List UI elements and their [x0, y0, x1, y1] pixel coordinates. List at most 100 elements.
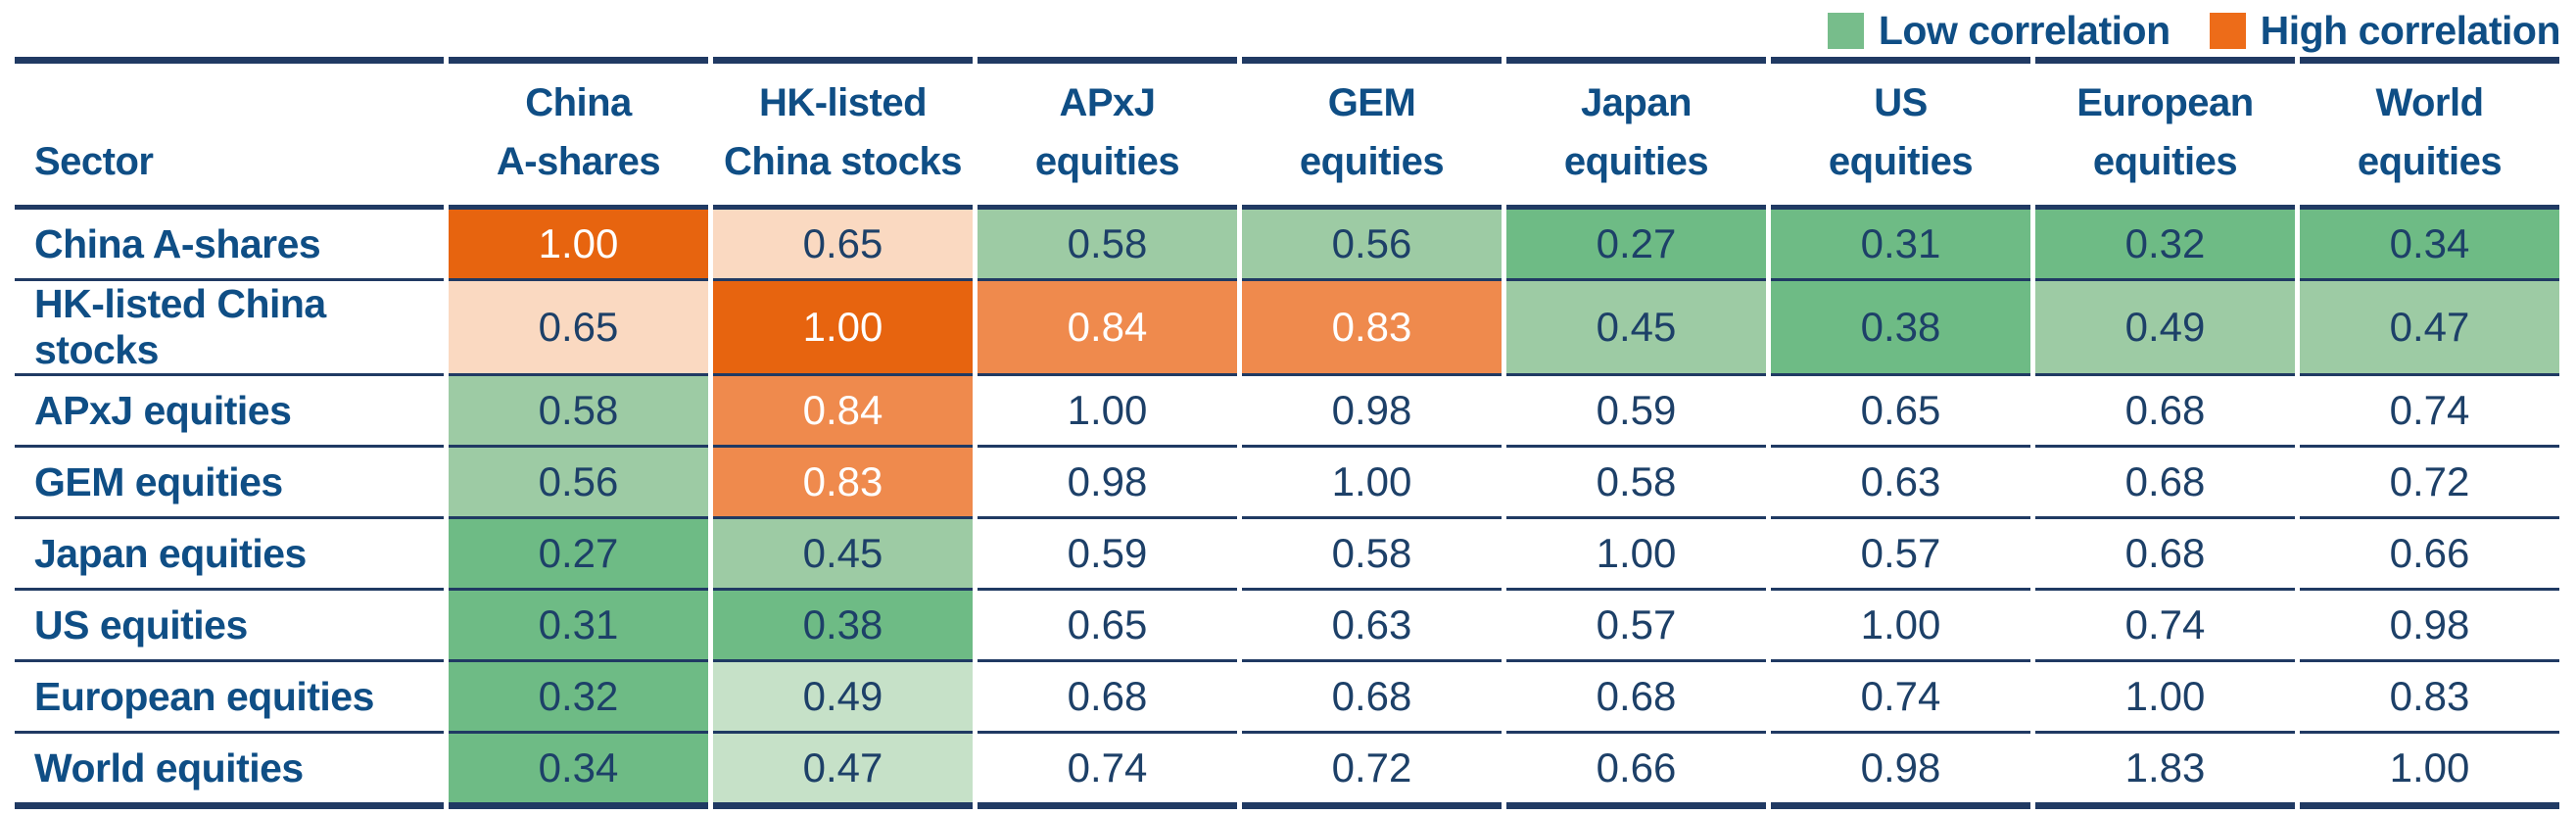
column-header-line: equities — [1563, 140, 1709, 183]
correlation-cell: 0.45 — [1506, 278, 1766, 373]
table-body: China A-shares 1.00 0.65 0.58 0.56 0.27 0.31 0.… — [15, 210, 2559, 809]
correlation-cell: 0.58 — [1506, 445, 1766, 516]
table-row: World equities 0.34 0.47 0.74 0.72 0.66 0.98 1.… — [15, 731, 2559, 809]
correlation-cell: 0.68 — [2035, 373, 2295, 445]
row-label: GEM equities — [15, 445, 444, 516]
column-header-china-a-shares: China A-shares — [449, 57, 708, 210]
correlation-cell: 0.59 — [1506, 373, 1766, 445]
correlation-cell: 0.84 — [713, 373, 973, 445]
table-header: Sector China A-shares HK-listed China stocks… — [15, 57, 2559, 210]
column-header-line: equities — [1299, 140, 1445, 183]
correlation-cell: 1.00 — [1771, 588, 2030, 659]
correlation-cell: 0.45 — [713, 516, 973, 588]
correlation-cell: 0.98 — [1242, 373, 1502, 445]
correlation-cell: 0.32 — [2035, 210, 2295, 278]
correlation-cell: 0.74 — [2300, 373, 2559, 445]
correlation-cell: 0.98 — [1771, 731, 2030, 809]
correlation-cell: 1.00 — [713, 278, 973, 373]
low-correlation-swatch — [1827, 13, 1864, 49]
correlation-cell: 0.58 — [978, 210, 1237, 278]
correlation-cell: 0.65 — [1771, 373, 2030, 445]
correlation-cell: 0.65 — [713, 210, 973, 278]
correlation-cell: 0.74 — [2035, 588, 2295, 659]
column-header-european-equities: European equities — [2035, 57, 2295, 210]
row-label: US equities — [15, 588, 444, 659]
correlation-cell: 0.83 — [713, 445, 973, 516]
correlation-cell: 1.00 — [2300, 731, 2559, 809]
correlation-cell: 0.63 — [1771, 445, 2030, 516]
row-label: Japan equities — [15, 516, 444, 588]
correlation-cell: 0.58 — [1242, 516, 1502, 588]
table-row: APxJ equities 0.58 0.84 1.00 0.98 0.59 0.65 0.6… — [15, 373, 2559, 445]
column-header-line: equities — [1828, 140, 1974, 183]
correlation-cell: 0.47 — [2300, 278, 2559, 373]
table-row: European equities 0.32 0.49 0.68 0.68 0.68 0.7… — [15, 659, 2559, 731]
correlation-cell: 0.65 — [978, 588, 1237, 659]
legend: Low correlation High correlation — [1827, 8, 2561, 54]
correlation-cell: 1.83 — [2035, 731, 2295, 809]
column-header-line: A-shares — [496, 140, 661, 183]
correlation-cell: 0.38 — [713, 588, 973, 659]
column-header-line: European — [2076, 81, 2254, 124]
table-row: HK-listed China stocks 0.65 1.00 0.84 0.83 0.… — [15, 278, 2559, 373]
correlation-cell: 0.27 — [1506, 210, 1766, 278]
high-correlation-label: High correlation — [2260, 8, 2561, 53]
correlation-cell: 0.31 — [1771, 210, 2030, 278]
correlation-cell: 0.57 — [1771, 516, 2030, 588]
correlation-cell: 0.84 — [978, 278, 1237, 373]
column-header-gem-equities: GEM equities — [1242, 57, 1502, 210]
column-header-line: US — [1874, 81, 1928, 124]
correlation-cell: 1.00 — [1506, 516, 1766, 588]
correlation-cell: 0.83 — [2300, 659, 2559, 731]
correlation-cell: 0.27 — [449, 516, 708, 588]
table-row: Japan equities 0.27 0.45 0.59 0.58 1.00 0.57 0.… — [15, 516, 2559, 588]
correlation-cell: 0.68 — [2035, 516, 2295, 588]
correlation-cell: 0.74 — [1771, 659, 2030, 731]
column-header-line: World — [2375, 81, 2484, 124]
table-row: US equities 0.31 0.38 0.65 0.63 0.57 1.00 0.74 0… — [15, 588, 2559, 659]
correlation-cell: 0.32 — [449, 659, 708, 731]
correlation-cell: 0.66 — [2300, 516, 2559, 588]
correlation-cell: 0.56 — [449, 445, 708, 516]
correlation-cell: 0.58 — [449, 373, 708, 445]
column-header-line: Japan — [1580, 81, 1693, 124]
row-label: European equities — [15, 659, 444, 731]
column-header-line: HK-listed — [758, 81, 928, 124]
correlation-cell: 0.34 — [2300, 210, 2559, 278]
correlation-cell: 0.68 — [1506, 659, 1766, 731]
column-header-line: GEM — [1327, 81, 1416, 124]
legend-item-high: High correlation — [2209, 8, 2561, 54]
row-label: HK-listed China stocks — [15, 278, 444, 373]
column-header-line: APxJ — [1059, 81, 1156, 124]
correlation-cell: 0.68 — [2035, 445, 2295, 516]
high-correlation-swatch — [2209, 13, 2246, 49]
correlation-cell: 0.66 — [1506, 731, 1766, 809]
column-header-us-equities: US equities — [1771, 57, 2030, 210]
correlation-cell: 0.98 — [978, 445, 1237, 516]
correlation-cell: 0.31 — [449, 588, 708, 659]
correlation-cell: 0.56 — [1242, 210, 1502, 278]
correlation-cell: 0.49 — [2035, 278, 2295, 373]
row-label: World equities — [15, 731, 444, 809]
column-header-hk-listed-china-stocks: HK-listed China stocks — [713, 57, 973, 210]
correlation-cell: 0.49 — [713, 659, 973, 731]
correlation-cell: 0.74 — [978, 731, 1237, 809]
column-header-world-equities: World equities — [2300, 57, 2559, 210]
correlation-cell: 1.00 — [2035, 659, 2295, 731]
column-header-line: equities — [2092, 140, 2238, 183]
correlation-cell: 1.00 — [978, 373, 1237, 445]
column-header-line: China stocks — [724, 140, 962, 183]
row-label: China A-shares — [15, 210, 444, 278]
table-row: GEM equities 0.56 0.83 0.98 1.00 0.58 0.63 0.68… — [15, 445, 2559, 516]
row-label: APxJ equities — [15, 373, 444, 445]
correlation-cell: 0.83 — [1242, 278, 1502, 373]
correlation-cell: 0.72 — [2300, 445, 2559, 516]
correlation-cell: 0.98 — [2300, 588, 2559, 659]
column-header-apxj-equities: APxJ equities — [978, 57, 1237, 210]
table-row: China A-shares 1.00 0.65 0.58 0.56 0.27 0.31 0.… — [15, 210, 2559, 278]
legend-item-low: Low correlation — [1827, 8, 2171, 54]
correlation-cell: 0.72 — [1242, 731, 1502, 809]
correlation-cell: 0.57 — [1506, 588, 1766, 659]
column-header-line: China — [525, 81, 632, 124]
low-correlation-label: Low correlation — [1878, 8, 2171, 53]
